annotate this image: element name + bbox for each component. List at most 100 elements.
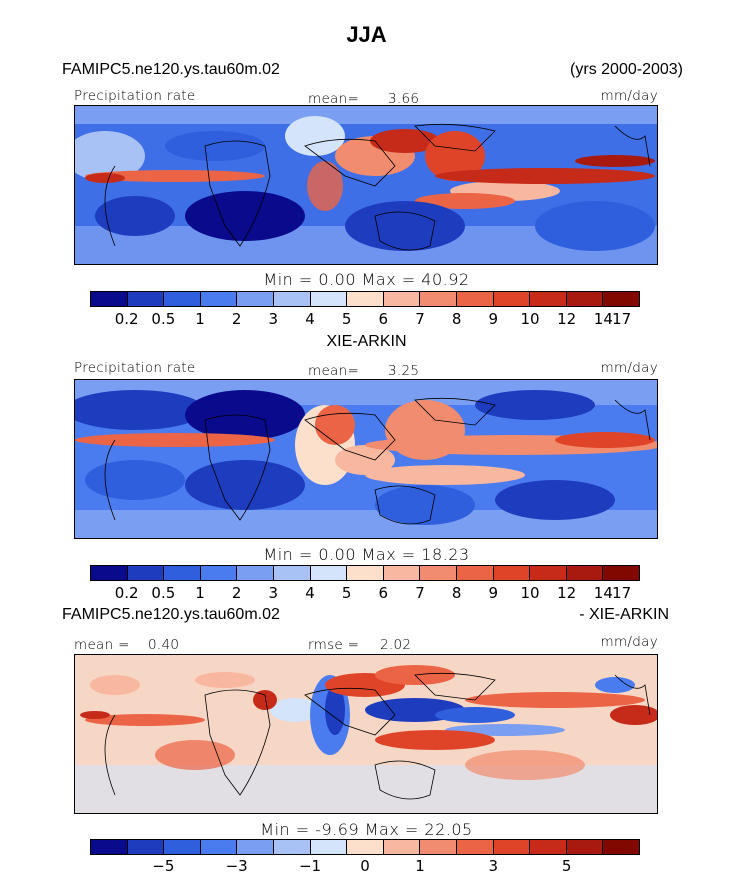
colorbar-swatch (493, 566, 531, 580)
colorbar-tick-label: 8 (451, 584, 462, 602)
colorbar-swatch (420, 292, 457, 306)
colorbar-swatch (530, 292, 567, 306)
panel2-minmax: Min = 0.00 Max = 18.23 (263, 545, 470, 564)
colorbar-swatch (383, 292, 421, 306)
colorbar-tick-label: 3 (488, 857, 499, 875)
colorbar-swatch (493, 840, 531, 854)
panel3-case-label: FAMIPC5.ne120.ys.tau60m.02 (62, 606, 280, 623)
colorbar-swatch (383, 840, 421, 854)
panel3-rmse-value: 2.02 (380, 637, 412, 653)
panel2-mean-label: mean= (308, 363, 360, 379)
colorbar-tick-label: 5 (341, 584, 352, 602)
colorbar-swatch (347, 292, 384, 306)
colorbar-tick-label: 10 (520, 584, 540, 602)
panel2-colorbar (90, 565, 640, 581)
colorbar-tick-label: 10 (520, 310, 540, 328)
colorbar-swatch (566, 292, 604, 306)
colorbar-tick-label: 3 (268, 310, 279, 328)
panel3-mean-label: mean = (74, 637, 130, 653)
colorbar-swatch (164, 840, 201, 854)
colorbar-swatch (420, 840, 457, 854)
colorbar-swatch (310, 566, 348, 580)
panel1-case-label: FAMIPC5.ne120.ys.tau60m.02 (62, 61, 280, 78)
colorbar-tick-label: 17 (612, 310, 632, 328)
colorbar-swatch (566, 840, 604, 854)
panel2-case-label: XIE-ARKIN (326, 333, 407, 350)
colorbar-tick-label: 0.5 (151, 310, 176, 328)
colorbar-swatch (164, 566, 201, 580)
colorbar-tick-label: 14 (593, 584, 613, 602)
colorbar-tick-label: 9 (488, 310, 499, 328)
colorbar-swatch (91, 840, 128, 854)
panel3-diff-label: - XIE-ARKIN (579, 606, 669, 623)
colorbar-swatch (273, 566, 311, 580)
colorbar-swatch (566, 566, 604, 580)
colorbar-swatch (493, 292, 531, 306)
colorbar-tick-label: 7 (415, 584, 425, 602)
panel2-map-image (75, 380, 657, 538)
colorbar-swatch (91, 292, 128, 306)
colorbar-swatch (127, 292, 165, 306)
colorbar-swatch (237, 840, 274, 854)
colorbar-swatch (273, 292, 311, 306)
colorbar-swatch (383, 566, 421, 580)
colorbar-swatch (91, 566, 128, 580)
colorbar-swatch (310, 840, 348, 854)
colorbar-tick-label: −3 (225, 857, 248, 875)
panel3-minmax: Min = -9.69 Max = 22.05 (260, 820, 473, 839)
colorbar-swatch (200, 292, 238, 306)
colorbar-tick-label: 4 (305, 310, 315, 328)
colorbar-swatch (456, 566, 494, 580)
colorbar-tick-label: 5 (561, 857, 572, 875)
panel2-field-label: Precipitation rate (74, 360, 196, 376)
colorbar-swatch (603, 292, 639, 306)
colorbar-swatch (530, 840, 567, 854)
colorbar-tick-label: 0.5 (151, 584, 176, 602)
colorbar-tick-label: 0.2 (114, 310, 139, 328)
colorbar-tick-label: 0.2 (114, 584, 139, 602)
colorbar-swatch (347, 840, 384, 854)
colorbar-tick-label: 2 (231, 310, 242, 328)
panel2-mean-value: 3.25 (388, 363, 420, 379)
colorbar-swatch (164, 292, 201, 306)
colorbar-swatch (237, 292, 274, 306)
colorbar-tick-label: 7 (415, 310, 425, 328)
panel2-colorbar-ticks: 0.2 0.5 1 2 3 4 5 6 7 8 9 10 12 14 17 (90, 584, 640, 602)
colorbar-swatch (127, 566, 165, 580)
colorbar-tick-label: 12 (557, 310, 577, 328)
colorbar-swatch (456, 840, 494, 854)
colorbar-tick-label: 5 (341, 310, 352, 328)
colorbar-swatch (200, 840, 238, 854)
colorbar-swatch (200, 566, 238, 580)
colorbar-tick-label: 8 (451, 310, 462, 328)
colorbar-tick-label: 9 (488, 584, 499, 602)
panel3-mean-value: 0.40 (148, 637, 180, 653)
panel2-units: mm/day (600, 360, 658, 376)
colorbar-swatch (237, 566, 274, 580)
colorbar-swatch (603, 840, 639, 854)
panel1-units: mm/day (600, 88, 658, 104)
panel1-colorbar-ticks: 0.2 0.5 1 2 3 4 5 6 7 8 9 10 12 14 17 (90, 310, 640, 328)
panel3-colorbar (90, 839, 640, 855)
panel3-rmse-label: rmse = (308, 637, 360, 653)
panel1-field-label: Precipitation rate (74, 88, 196, 104)
colorbar-tick-label: 1 (415, 857, 425, 875)
colorbar-swatch (456, 292, 494, 306)
panel1-map (74, 105, 658, 265)
colorbar-tick-label: 4 (305, 584, 315, 602)
panel1-map-image (75, 106, 657, 264)
colorbar-tick-label: 1 (195, 584, 205, 602)
colorbar-swatch (603, 566, 639, 580)
panel1-years-label: (yrs 2000-2003) (570, 61, 683, 78)
panel1-mean-label: mean= (308, 91, 360, 107)
colorbar-tick-label: −1 (298, 857, 322, 875)
colorbar-tick-label: 6 (378, 310, 389, 328)
colorbar-tick-label: 12 (557, 584, 577, 602)
colorbar-swatch (273, 840, 311, 854)
colorbar-swatch (420, 566, 457, 580)
panel3-map-image (75, 655, 657, 813)
panel1-colorbar (90, 291, 640, 307)
colorbar-swatch (347, 566, 384, 580)
colorbar-tick-label: 14 (593, 310, 613, 328)
colorbar-tick-label: 0 (360, 857, 370, 875)
